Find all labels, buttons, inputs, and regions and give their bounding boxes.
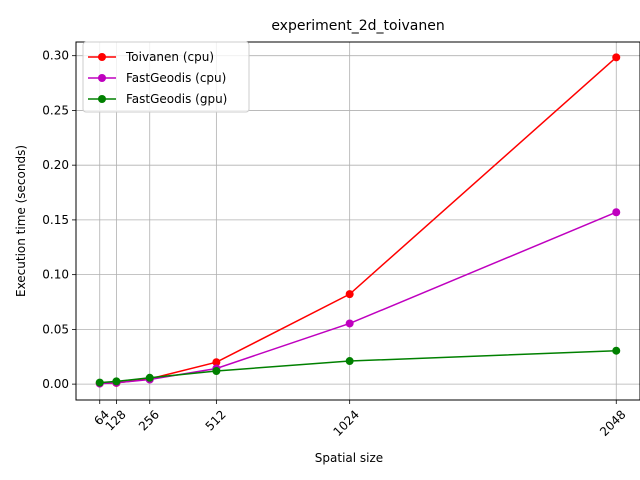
y-tick-label: 0.00 (42, 377, 69, 391)
legend-label: Toivanen (cpu) (125, 50, 214, 64)
legend-label: FastGeodis (cpu) (126, 71, 226, 85)
legend: Toivanen (cpu) FastGeodis (cpu) FastGeodis… (82, 41, 250, 113)
y-axis-ticks: 0.00 0.05 0.10 0.15 0.20 0.25 0.30 (42, 49, 76, 391)
data-point-fastgeodis-gpu (212, 366, 221, 375)
legend-box (82, 41, 250, 113)
plot-frame (75, 41, 640, 401)
data-point-fastgeodis-gpu (95, 378, 104, 387)
data-point-fastgeodis-gpu (145, 373, 154, 382)
y-tick-label: 0.10 (42, 268, 69, 282)
y-tick-label: 0.30 (42, 49, 69, 63)
y-tick-label: 0.25 (42, 103, 69, 117)
data-point-fastgeodis-gpu (612, 346, 621, 355)
data-point-fastgeodis-gpu (345, 357, 354, 366)
data-point-fastgeodis-cpu (345, 319, 354, 328)
series-layer (95, 53, 621, 388)
x-axis-label: Spatial size (315, 451, 383, 465)
data-point-toivanen-cpu (345, 290, 354, 299)
legend-swatch-marker (98, 95, 106, 103)
legend-swatch-marker (98, 53, 106, 61)
data-point-fastgeodis-gpu (112, 377, 121, 386)
y-tick-label: 0.05 (42, 322, 69, 336)
legend-label: FastGeodis (gpu) (126, 92, 227, 106)
chart-title: experiment_2d_toivanen (271, 18, 444, 34)
data-point-toivanen-cpu (612, 53, 621, 62)
y-axis-label: Execution time (seconds) (14, 145, 28, 297)
y-tick-label: 0.20 (42, 158, 69, 172)
legend-swatch-marker (98, 74, 106, 82)
data-point-fastgeodis-cpu (612, 208, 621, 217)
y-tick-label: 0.15 (42, 213, 69, 227)
data-point-toivanen-cpu (212, 358, 221, 367)
